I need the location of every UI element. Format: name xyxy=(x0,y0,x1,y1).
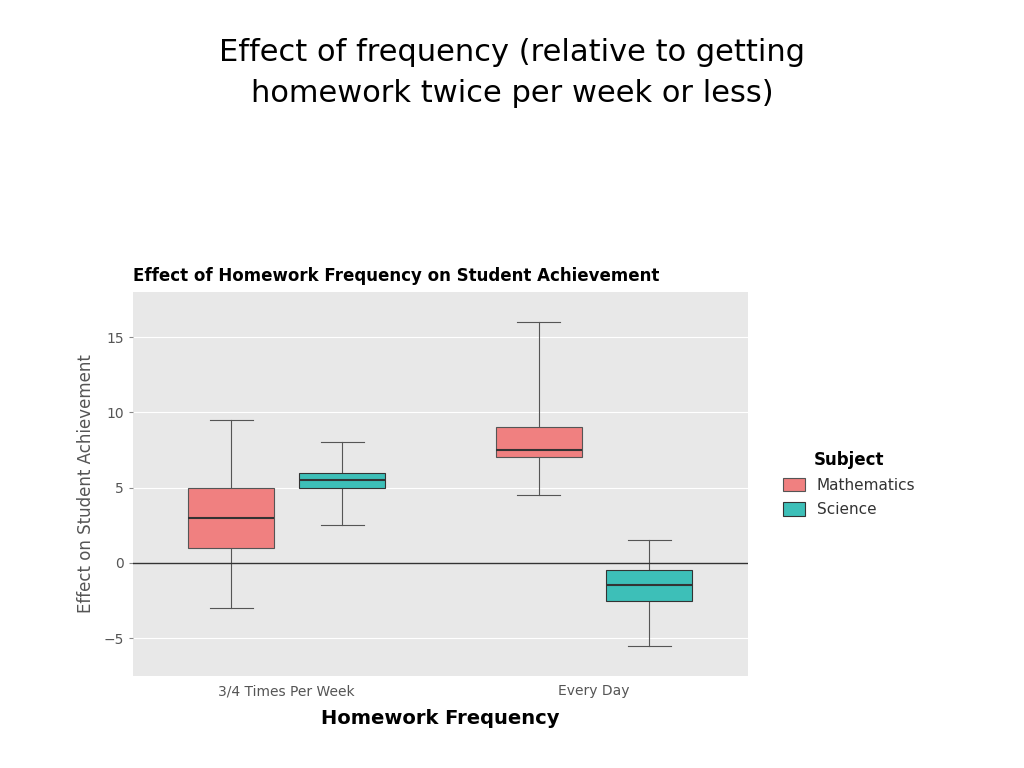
Text: Effect of Homework Frequency on Student Achievement: Effect of Homework Frequency on Student … xyxy=(133,266,659,285)
X-axis label: Homework Frequency: Homework Frequency xyxy=(322,710,559,728)
Bar xyxy=(188,488,274,548)
Legend: Mathematics, Science: Mathematics, Science xyxy=(775,443,924,525)
Bar xyxy=(299,472,385,488)
Bar xyxy=(606,571,692,601)
Bar xyxy=(496,427,582,458)
Y-axis label: Effect on Student Achievement: Effect on Student Achievement xyxy=(78,354,95,614)
Text: Effect of frequency (relative to getting
homework twice per week or less): Effect of frequency (relative to getting… xyxy=(219,38,805,108)
